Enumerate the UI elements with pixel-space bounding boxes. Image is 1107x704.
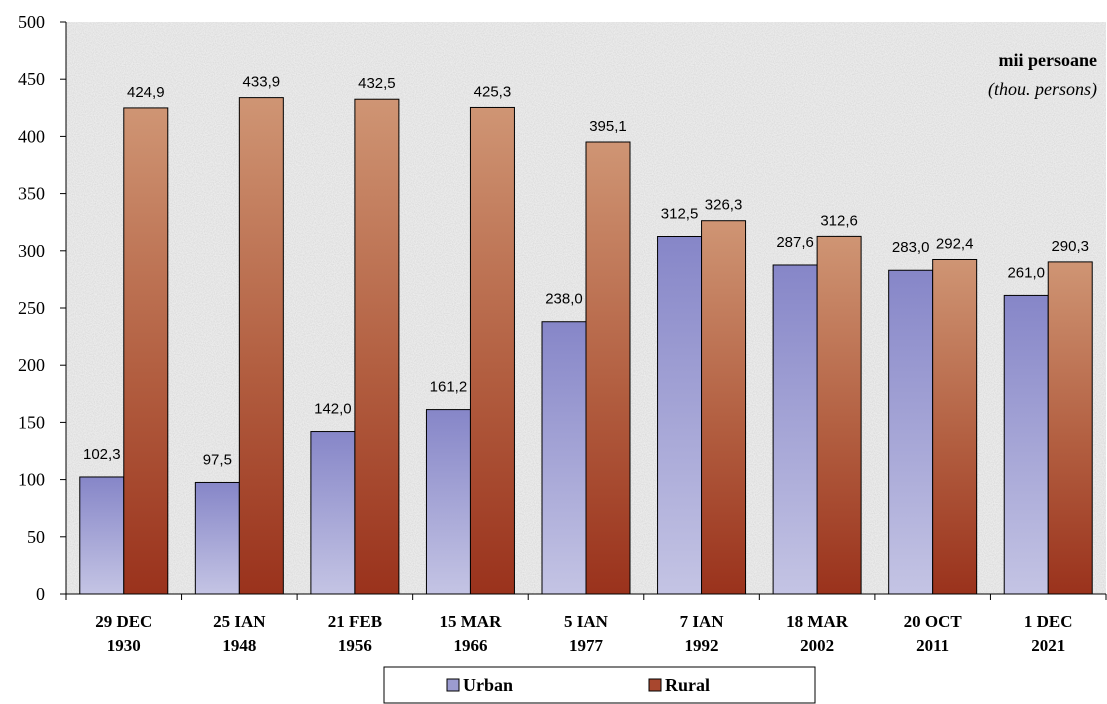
data-label-urban: 142,0 — [314, 401, 352, 418]
legend-swatch-rural — [648, 678, 662, 692]
y-tick-label: 400 — [18, 126, 45, 146]
x-tick-label: 5 IAN 1977 — [564, 612, 609, 655]
y-tick-label: 0 — [36, 584, 45, 604]
y-tick-label: 450 — [18, 69, 45, 89]
bar-rural — [238, 97, 284, 595]
unit-annotation: mii persoane (thou. persons) — [988, 50, 1097, 100]
y-tick-label: 200 — [18, 355, 45, 375]
data-label-urban: 102,3 — [83, 446, 121, 463]
bar-urban — [194, 481, 240, 595]
data-labels: 102,3 97,5 142,0 161,2 238,0 312,5 287,6 283,0 2… — [83, 74, 1089, 469]
bar-urban — [425, 409, 471, 595]
bar-urban — [310, 431, 356, 595]
data-label-rural: 433,9 — [243, 74, 281, 91]
bar-urban — [1003, 294, 1049, 595]
data-label-urban: 287,6 — [776, 234, 814, 251]
bar-rural — [932, 258, 978, 595]
data-label-urban: 97,5 — [203, 451, 232, 468]
bar-rural — [123, 107, 169, 595]
data-label-rural: 424,9 — [127, 84, 165, 101]
legend: Urban Rural — [383, 666, 816, 704]
bar-rural — [469, 106, 515, 595]
data-label-rural: 326,3 — [705, 197, 743, 214]
data-label-urban: 261,0 — [1007, 264, 1045, 281]
x-tick-label: 21 FEB 1956 — [328, 612, 382, 655]
y-tick-label: 350 — [18, 184, 45, 204]
bars — [79, 97, 1093, 595]
bar-urban — [541, 321, 587, 595]
x-tick-label: 20 OCT 2011 — [904, 612, 963, 655]
bar-rural — [816, 235, 862, 595]
data-label-rural: 425,3 — [474, 83, 512, 100]
y-tick-label: 300 — [18, 241, 45, 261]
data-label-rural: 312,6 — [820, 212, 858, 229]
axes: 0 50 100 150 200 250 300 350 400 450 500 29 DEC 1930… — [18, 12, 1107, 655]
data-label-urban: 312,5 — [661, 206, 699, 223]
legend-swatch-urban — [446, 678, 460, 692]
data-label-rural: 432,5 — [358, 75, 396, 92]
x-tick-label: 15 MAR 1966 — [440, 612, 503, 655]
y-tick-label: 250 — [18, 298, 45, 318]
x-tick-label: 25 IAN 1948 — [213, 612, 266, 655]
bar-urban — [888, 269, 934, 595]
bar-urban — [79, 476, 125, 595]
data-label-rural: 395,1 — [589, 118, 627, 135]
x-tick-label: 7 IAN 1992 — [680, 612, 725, 655]
unit-label: mii persoane — [999, 50, 1098, 70]
y-tick-label: 150 — [18, 412, 45, 432]
data-label-rural: 290,3 — [1051, 238, 1089, 255]
unit-label-en: (thou. persons) — [988, 79, 1097, 100]
x-tick-label: 18 MAR 2002 — [786, 612, 849, 655]
bar-rural — [1047, 261, 1093, 595]
y-tick-label: 50 — [27, 527, 45, 547]
bar-urban — [657, 236, 703, 595]
y-tick-label: 100 — [18, 470, 45, 490]
bar-rural — [701, 220, 747, 595]
x-tick-label: 1 DEC 2021 — [1024, 612, 1073, 655]
bar-urban — [772, 264, 818, 595]
data-label-rural: 292,4 — [936, 235, 974, 252]
legend-label-urban: Urban — [463, 675, 513, 695]
bar-rural — [585, 141, 631, 595]
y-tick-label: 500 — [18, 12, 45, 32]
x-tick-label: 29 DEC 1930 — [95, 612, 152, 655]
data-label-urban: 161,2 — [430, 379, 468, 396]
data-label-urban: 283,0 — [892, 239, 930, 256]
bar-rural — [354, 98, 400, 595]
data-label-urban: 238,0 — [545, 291, 583, 308]
legend-label-rural: Rural — [665, 675, 710, 695]
